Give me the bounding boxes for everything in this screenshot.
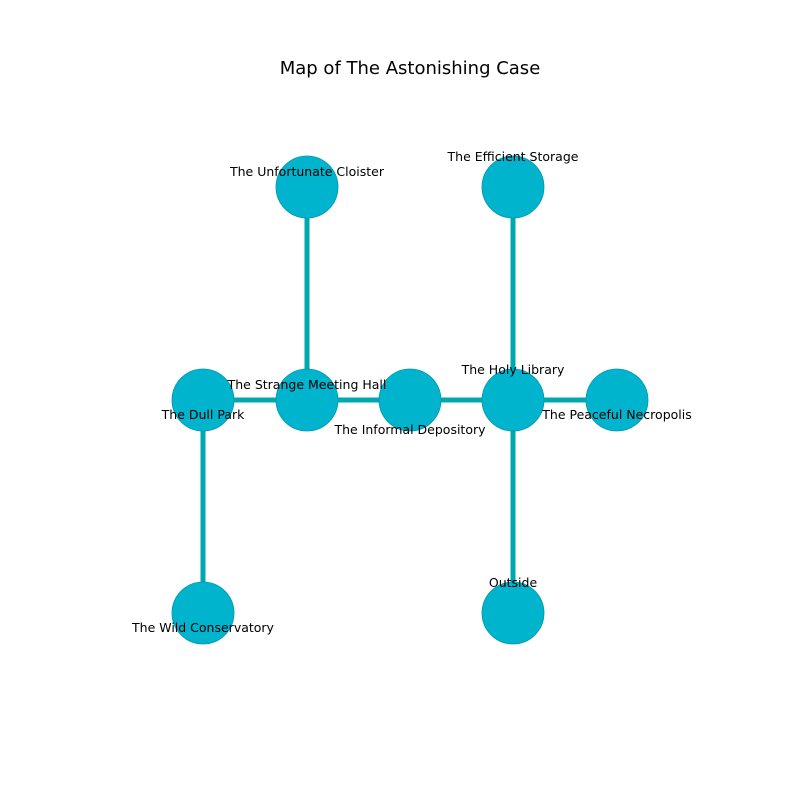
- map-title: Map of The Astonishing Case: [280, 58, 541, 79]
- node-holy-library: [481, 368, 545, 432]
- node-label-outside: Outside: [489, 575, 538, 590]
- node-label-peaceful-necropolis: The Peaceful Necropolis: [541, 407, 691, 422]
- node-label-holy-library: The Holy Library: [461, 362, 565, 377]
- node-informal-depository: [378, 368, 442, 432]
- node-strange-meeting-hall: [275, 368, 339, 432]
- node-label-efficient-storage: The Efficient Storage: [447, 149, 579, 164]
- node-wild-conservatory: [171, 581, 235, 645]
- node-label-unfortunate-cloister: The Unfortunate Cloister: [229, 164, 385, 179]
- node-outside: [481, 581, 545, 645]
- node-efficient-storage: [481, 155, 545, 219]
- node-unfortunate-cloister: [275, 155, 339, 219]
- node-label-dull-park: The Dull Park: [161, 407, 245, 422]
- node-label-wild-conservatory: The Wild Conservatory: [131, 620, 275, 635]
- node-label-strange-meeting-hall: The Strange Meeting Hall: [227, 377, 387, 392]
- node-peaceful-necropolis: [585, 368, 649, 432]
- labels-layer: The Unfortunate Cloister The Efficient St…: [131, 149, 692, 635]
- node-label-informal-depository: The Informal Depository: [333, 422, 486, 437]
- node-dull-park: [171, 368, 235, 432]
- nodes-layer: [171, 155, 649, 645]
